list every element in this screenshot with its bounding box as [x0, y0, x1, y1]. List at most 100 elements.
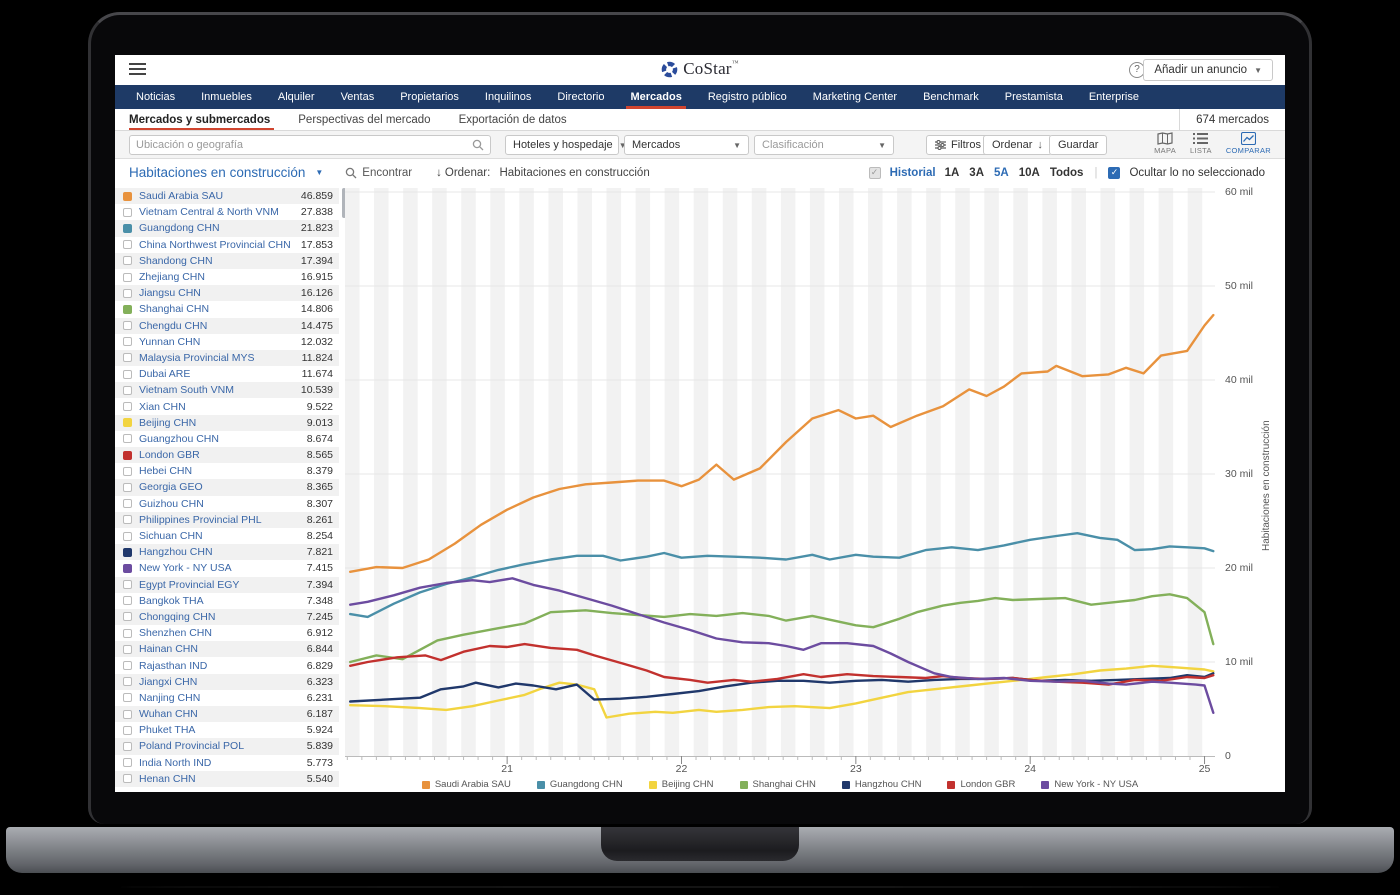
market-checkbox[interactable]	[123, 223, 132, 233]
market-checkbox[interactable]	[123, 628, 132, 638]
market-checkbox[interactable]	[123, 580, 132, 590]
market-checkbox[interactable]	[123, 369, 132, 379]
market-checkbox[interactable]	[123, 644, 132, 654]
market-row-jiangxi-chn[interactable]: Jiangxi CHN 6.323	[115, 673, 339, 690]
market-row-beijing-chn[interactable]: Beijing CHN 9.013	[115, 414, 339, 431]
nav-item-prestamista[interactable]: Prestamista	[1004, 91, 1063, 103]
nav-item-mercados[interactable]: Mercados	[617, 85, 694, 109]
market-row-wuhan-chn[interactable]: Wuhan CHN 6.187	[115, 706, 339, 723]
filters-button[interactable]: Filtros	[926, 135, 990, 155]
historial-label[interactable]: Historial	[889, 166, 936, 179]
view-button-comparar[interactable]: COMPARAR	[1226, 132, 1271, 155]
market-checkbox[interactable]	[123, 482, 132, 492]
nav-item-marketing-center[interactable]: Marketing Center	[812, 91, 898, 103]
nav-item-enterprise[interactable]: Enterprise	[1088, 91, 1139, 103]
nav-item-directorio[interactable]: Directorio	[557, 91, 605, 103]
market-row-guangdong-chn[interactable]: Guangdong CHN 21.823	[115, 220, 339, 237]
market-row-china-northwest-provincial-chn[interactable]: China Northwest Provincial CHN 17.853	[115, 237, 339, 253]
market-row-guizhou-chn[interactable]: Guizhou CHN 8.307	[115, 496, 339, 512]
market-checkbox[interactable]	[123, 612, 132, 622]
market-checkbox[interactable]	[123, 547, 132, 557]
market-checkbox[interactable]	[123, 191, 132, 201]
market-checkbox[interactable]	[123, 434, 132, 444]
market-row-chengdu-chn[interactable]: Chengdu CHN 14.475	[115, 317, 339, 334]
market-row-bangkok-tha[interactable]: Bangkok THA 7.348	[115, 593, 339, 609]
market-row-nanjing-chn[interactable]: Nanjing CHN 6.231	[115, 690, 339, 706]
nav-item-noticias[interactable]: Noticias	[136, 91, 176, 103]
sort-indicator[interactable]: ↓ Ordenar: Habitaciones en construcción	[436, 166, 650, 179]
tab-exportaci-n-de-datos[interactable]: Exportación de datos	[458, 113, 567, 126]
location-search-input[interactable]: Ubicación o geografía	[129, 135, 491, 155]
save-button[interactable]: Guardar	[1049, 135, 1108, 155]
market-row-india-north-ind[interactable]: India North IND 5.773	[115, 755, 339, 771]
market-row-zhejiang-chn[interactable]: Zhejiang CHN 16.915	[115, 269, 339, 285]
hamburger-menu-icon[interactable]	[129, 63, 146, 76]
market-row-new-york-ny-usa[interactable]: New York - NY USA 7.415	[115, 560, 339, 576]
market-row-hebei-chn[interactable]: Hebei CHN 8.379	[115, 463, 339, 479]
market-row-egypt-provincial-egy[interactable]: Egypt Provincial EGY 7.394	[115, 576, 339, 593]
market-checkbox[interactable]	[123, 774, 132, 784]
view-button-lista[interactable]: LISTA	[1190, 132, 1212, 155]
market-checkbox[interactable]	[123, 385, 132, 395]
market-row-hangzhou-chn[interactable]: Hangzhou CHN 7.821	[115, 544, 339, 561]
market-row-dubai-are[interactable]: Dubai ARE 11.674	[115, 366, 339, 382]
market-row-jiangsu-chn[interactable]: Jiangsu CHN 16.126	[115, 285, 339, 302]
view-button-mapa[interactable]: MAPA	[1154, 132, 1176, 155]
market-checkbox[interactable]	[123, 515, 132, 525]
sort-button[interactable]: Ordenar ↓	[983, 135, 1052, 155]
market-row-poland-provincial-pol[interactable]: Poland Provincial POL 5.839	[115, 738, 339, 755]
market-row-hainan-chn[interactable]: Hainan CHN 6.844	[115, 641, 339, 658]
market-row-saudi-arabia-sau[interactable]: Saudi Arabia SAU 46.859	[115, 188, 339, 205]
market-checkbox[interactable]	[123, 256, 132, 266]
market-checkbox[interactable]	[123, 725, 132, 735]
market-checkbox[interactable]	[123, 337, 132, 347]
period-5a[interactable]: 5A	[994, 166, 1009, 179]
market-checkbox[interactable]	[123, 563, 132, 573]
period-todos[interactable]: Todos	[1049, 166, 1084, 179]
market-row-shanghai-chn[interactable]: Shanghai CHN 14.806	[115, 301, 339, 317]
market-checkbox[interactable]	[123, 741, 132, 751]
market-row-henan-chn[interactable]: Henan CHN 5.540	[115, 770, 339, 787]
market-checkbox[interactable]	[123, 693, 132, 703]
market-checkbox[interactable]	[123, 596, 132, 606]
market-checkbox[interactable]	[123, 466, 132, 476]
market-checkbox[interactable]	[123, 288, 132, 298]
market-row-malaysia-provincial-mys[interactable]: Malaysia Provincial MYS 11.824	[115, 349, 339, 367]
market-checkbox[interactable]	[123, 709, 132, 719]
market-row-xian-chn[interactable]: Xian CHN 9.522	[115, 398, 339, 414]
metric-dropdown[interactable]: Habitaciones en construcción ▼	[129, 165, 324, 180]
market-row-london-gbr[interactable]: London GBR 8.565	[115, 447, 339, 464]
market-checkbox[interactable]	[123, 758, 132, 768]
find-button[interactable]: Encontrar	[345, 167, 412, 179]
market-checkbox[interactable]	[123, 240, 132, 250]
market-row-chongqing-chn[interactable]: Chongqing CHN 7.245	[115, 608, 339, 626]
add-listing-button[interactable]: Añadir un anuncio ▼	[1143, 59, 1273, 81]
property-type-select[interactable]: Hoteles y hospedaje ▼	[505, 135, 627, 155]
nav-item-inmuebles[interactable]: Inmuebles	[201, 91, 252, 103]
geography-select[interactable]: Mercados ▼	[624, 135, 749, 155]
nav-item-propietarios[interactable]: Propietarios	[400, 91, 459, 103]
nav-item-ventas[interactable]: Ventas	[340, 91, 375, 103]
nav-item-benchmark[interactable]: Benchmark	[923, 91, 979, 103]
nav-item-registro-p-blico[interactable]: Registro público	[707, 91, 787, 103]
period-3a[interactable]: 3A	[969, 166, 984, 179]
market-checkbox[interactable]	[123, 450, 132, 460]
market-checkbox[interactable]	[123, 499, 132, 509]
market-checkbox[interactable]	[123, 402, 132, 412]
hide-unselected-checkbox[interactable]: ✓	[1108, 166, 1121, 179]
market-row-shandong-chn[interactable]: Shandong CHN 17.394	[115, 252, 339, 269]
market-checkbox[interactable]	[123, 321, 132, 331]
list-scrollbar[interactable]	[342, 188, 346, 218]
tab-perspectivas-del-mercado[interactable]: Perspectivas del mercado	[298, 113, 431, 126]
market-checkbox[interactable]	[123, 418, 132, 428]
market-row-shenzhen-chn[interactable]: Shenzhen CHN 6.912	[115, 625, 339, 641]
market-row-sichuan-chn[interactable]: Sichuan CHN 8.254	[115, 528, 339, 544]
historial-checkbox[interactable]: ✓	[868, 166, 881, 179]
tab-mercados-y-submercados[interactable]: Mercados y submercados	[129, 109, 284, 130]
market-checkbox[interactable]	[123, 531, 132, 541]
market-checkbox[interactable]	[123, 304, 132, 314]
market-row-georgia-geo[interactable]: Georgia GEO 8.365	[115, 479, 339, 496]
market-checkbox[interactable]	[123, 677, 132, 687]
market-row-vietnam-south-vnm[interactable]: Vietnam South VNM 10.539	[115, 382, 339, 399]
market-row-rajasthan-ind[interactable]: Rajasthan IND 6.829	[115, 657, 339, 673]
